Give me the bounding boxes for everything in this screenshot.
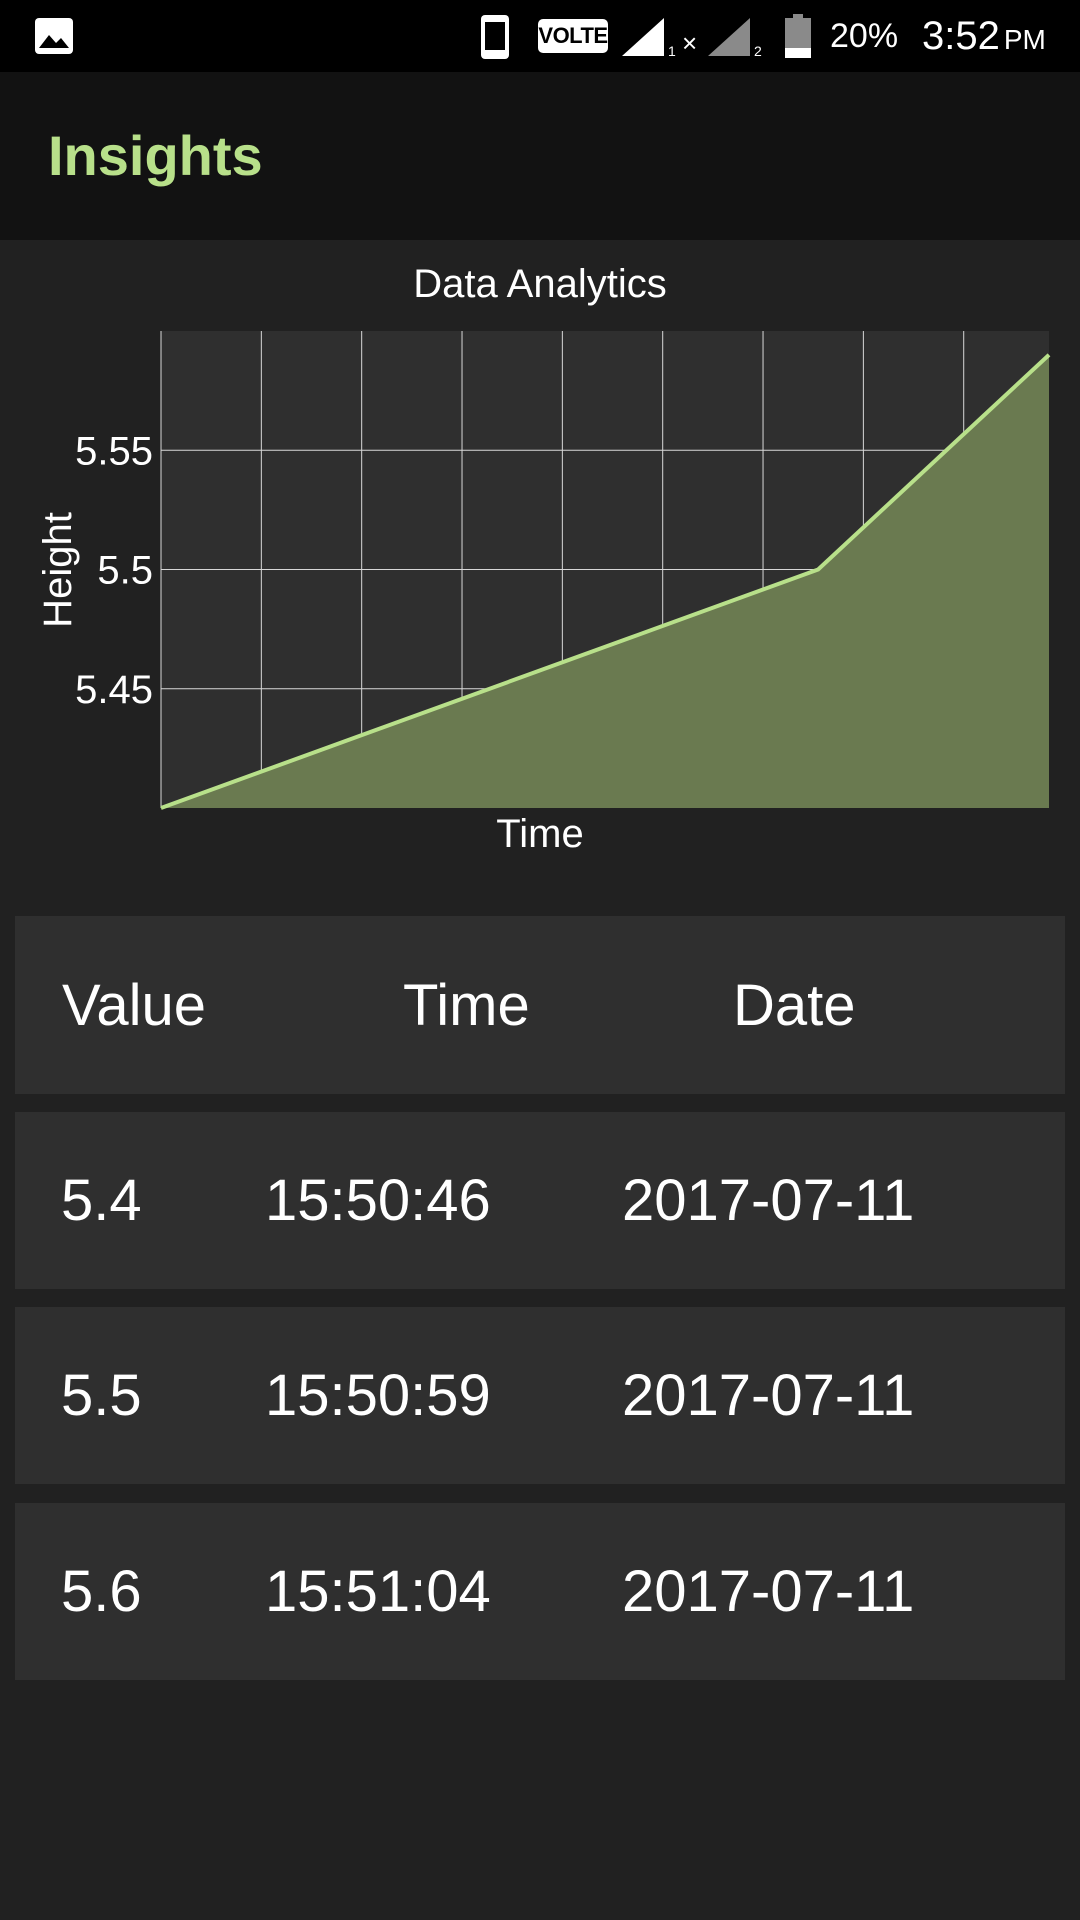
y-tick-label: 5.45: [75, 668, 153, 712]
column-header-time: Time: [403, 972, 530, 1038]
plot-area: 5.55 5.5 5.45: [75, 331, 1051, 810]
table-row[interactable]: 5.4 15:50:46 2017-07-11: [15, 1112, 1065, 1289]
clock-ampm: PM: [1003, 24, 1046, 55]
x-axis-label: Time: [496, 812, 583, 856]
column-header-date: Date: [733, 972, 856, 1038]
sim2-label: 2: [754, 43, 762, 58]
status-bar: VOLTE 1 × 2 20% 3:52 PM: [0, 0, 1080, 72]
cell-time: 15:50:59: [265, 1363, 491, 1428]
no-data-x-icon: ×: [682, 28, 697, 58]
table-header: Value Time Date: [15, 916, 1065, 1094]
y-tick-label: 5.5: [97, 549, 153, 593]
area-fill: [161, 354, 1049, 808]
cell-date: 2017-07-11: [622, 1363, 915, 1428]
signal-strength-icon: 1 ×: [622, 18, 697, 58]
cell-date: 2017-07-11: [622, 1168, 915, 1233]
phone-icon: [481, 15, 509, 59]
clock-time: 3:52: [922, 14, 1000, 58]
cell-time: 15:50:46: [265, 1168, 491, 1233]
column-header-value: Value: [62, 972, 207, 1038]
table-row[interactable]: 5.6 15:51:04 2017-07-11: [15, 1503, 1065, 1680]
cell-time: 15:51:04: [265, 1559, 491, 1624]
cell-value: 5.4: [61, 1168, 142, 1233]
app-bar: Insights: [0, 72, 1080, 240]
cell-value: 5.5: [61, 1363, 142, 1428]
signal-strength-2-icon: 2: [708, 18, 762, 58]
battery-percent: 20%: [830, 17, 899, 55]
cell-value: 5.6: [61, 1559, 142, 1624]
y-axis-label: Height: [36, 512, 80, 628]
battery-icon: [785, 14, 811, 58]
image-icon: [35, 18, 73, 54]
chart-title: Data Analytics: [413, 262, 666, 306]
sim1-label: 1: [668, 43, 676, 58]
page-title: Insights: [48, 124, 263, 187]
y-tick-label: 5.55: [75, 429, 153, 473]
area-chart: Data Analytics 5.55 5.5 5.45 Height Time: [0, 240, 1080, 880]
chart-svg: Data Analytics 5.55 5.5 5.45 Height Time: [36, 262, 1051, 856]
volte-badge: VOLTE: [538, 19, 608, 53]
series-line: [160, 353, 1051, 810]
table-row[interactable]: 5.5 15:50:59 2017-07-11: [15, 1307, 1065, 1484]
cell-date: 2017-07-11: [622, 1559, 915, 1624]
clock: 3:52 PM: [922, 14, 1046, 62]
